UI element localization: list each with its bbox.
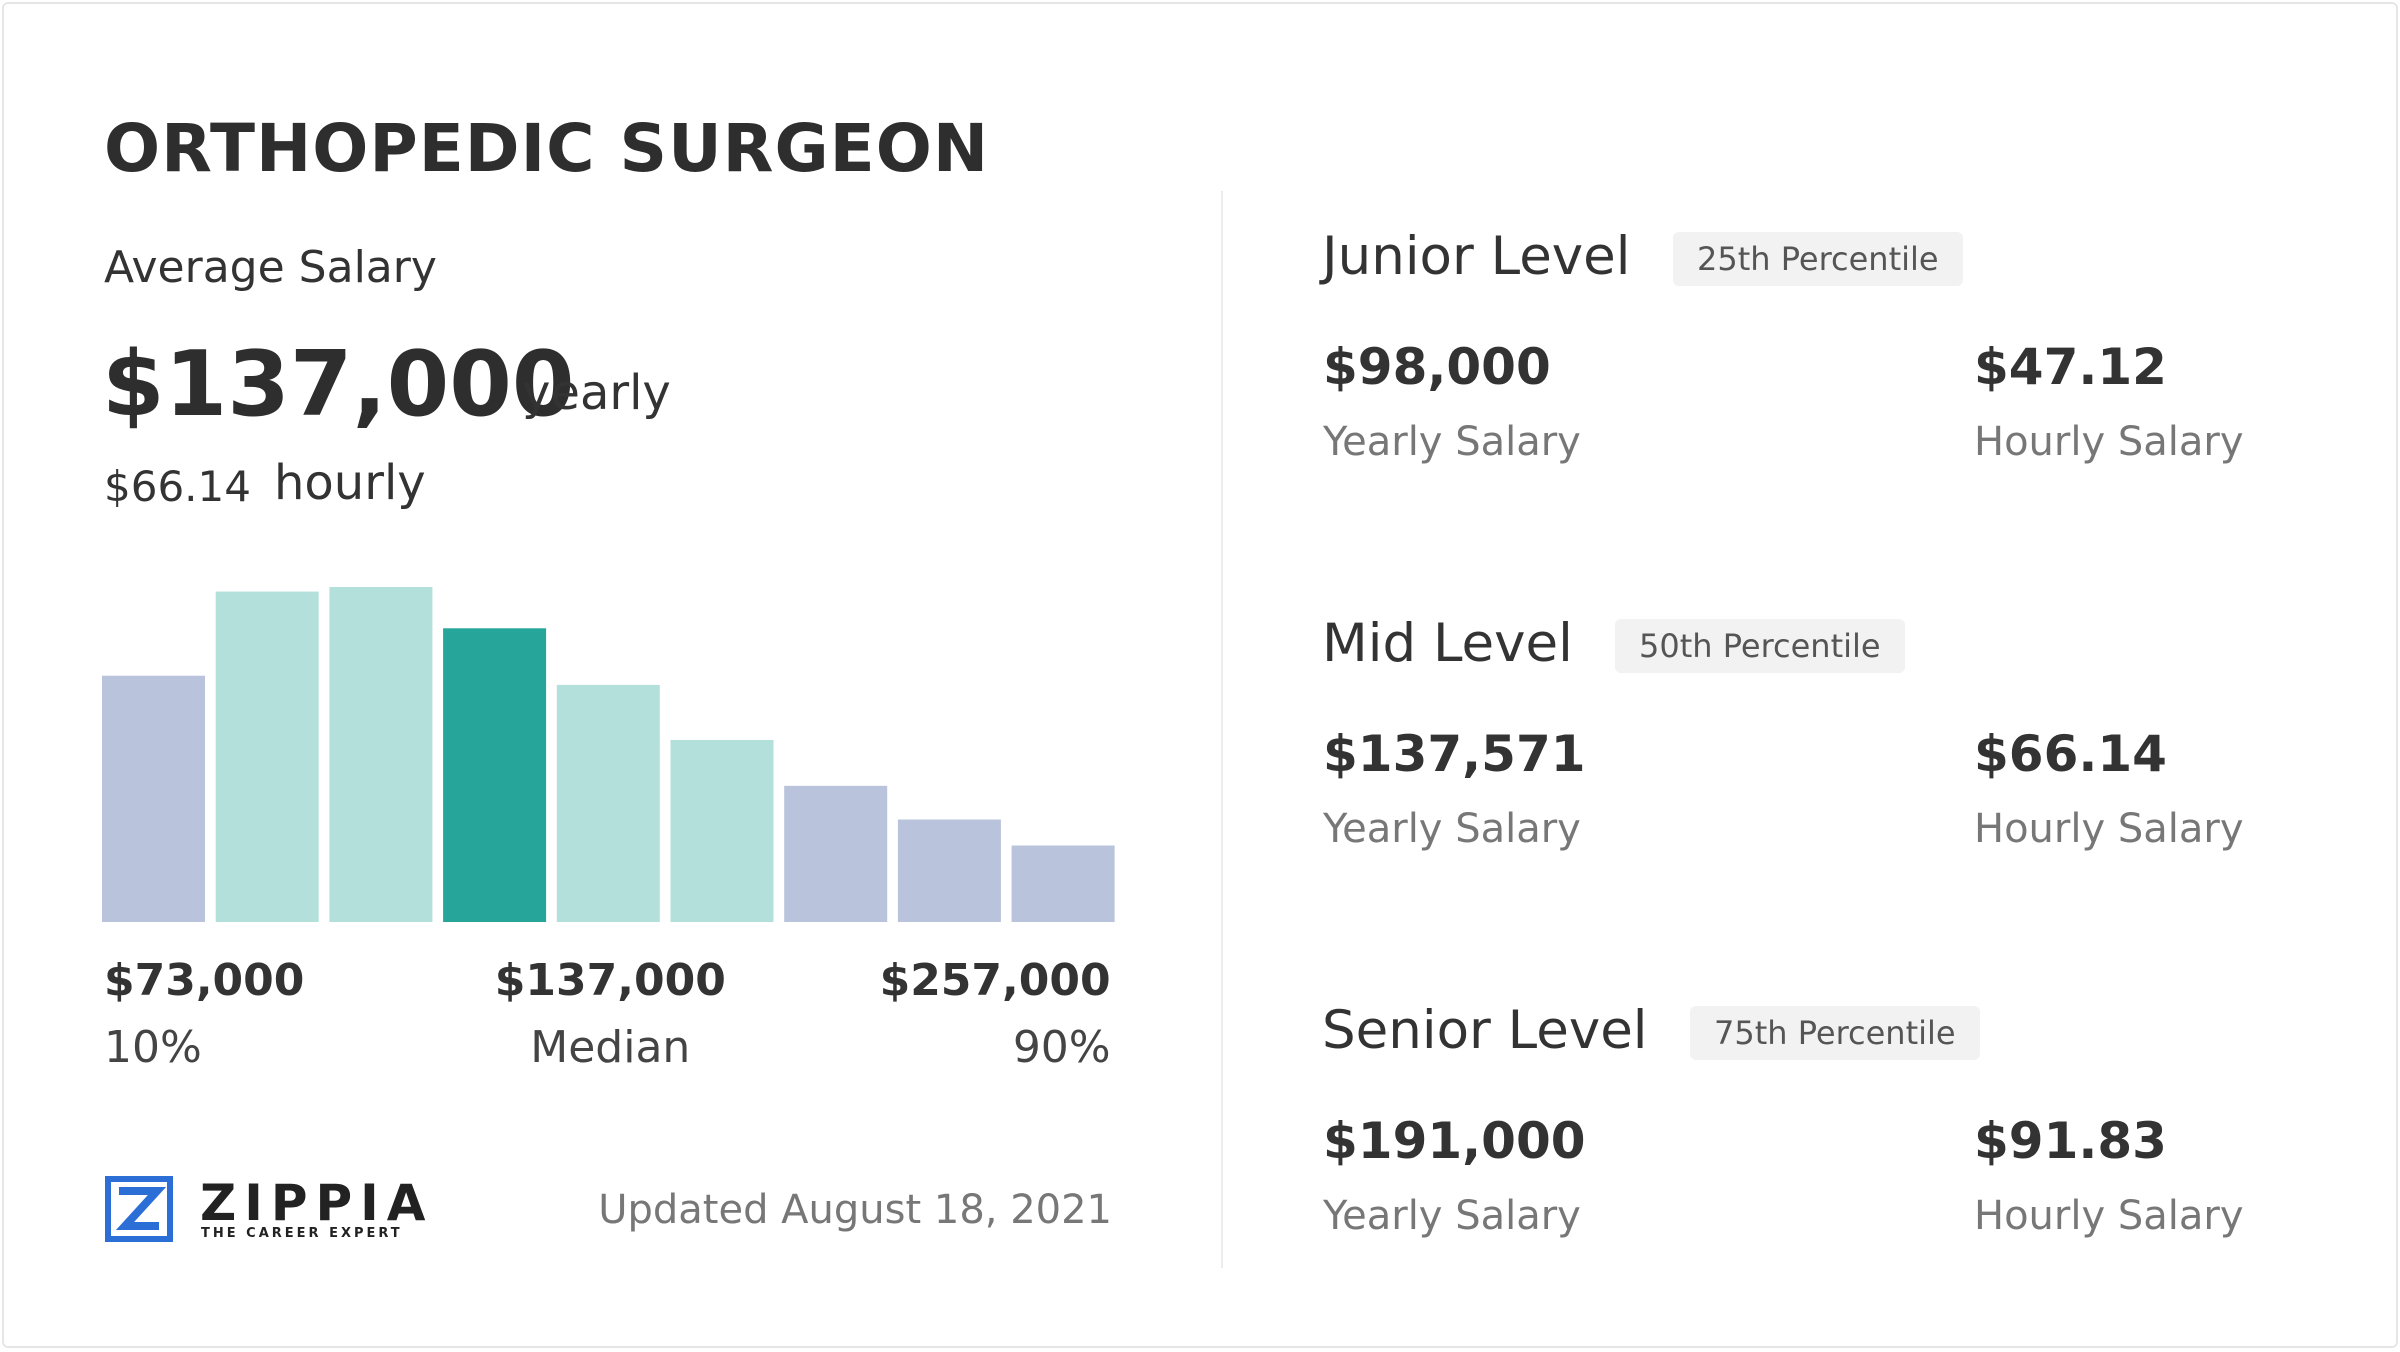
marker-amount: $257,000 [879, 955, 1111, 1006]
bar [102, 675, 205, 922]
hourly-label: Hourly Salary [1974, 419, 2244, 465]
level-title: Senior Level [1322, 1000, 1648, 1061]
marker-caption: 10% [104, 1022, 202, 1073]
yearly-unit: yearly [522, 365, 671, 421]
average-hourly: $66.14 [104, 462, 251, 511]
logo-text: ZIPPIA [200, 1174, 434, 1232]
yearly-salary: $98,000 [1323, 338, 1551, 396]
hourly-unit: hourly [274, 455, 426, 511]
percentile-badge: 25th Percentile [1673, 232, 1963, 286]
bar [897, 819, 1001, 922]
bar [443, 628, 547, 922]
logo-icon [105, 1176, 173, 1242]
yearly-label: Yearly Salary [1323, 1193, 1581, 1239]
updated-date: Updated August 18, 2021 [598, 1187, 1112, 1233]
yearly-salary: $191,000 [1323, 1112, 1586, 1170]
bar [1011, 845, 1115, 922]
average-yearly: $137,000 [102, 332, 575, 437]
bar [784, 785, 888, 922]
average-label: Average Salary [104, 242, 437, 293]
bar [215, 591, 319, 922]
marker-amount: $73,000 [104, 955, 305, 1006]
yearly-label: Yearly Salary [1323, 806, 1581, 852]
hourly-salary: $91.83 [1974, 1112, 2167, 1170]
hourly-salary: $66.14 [1974, 725, 2167, 783]
percentile-badge: 75th Percentile [1690, 1006, 1980, 1060]
marker-caption: Median [530, 1022, 691, 1073]
hourly-label: Hourly Salary [1974, 806, 2244, 852]
bar [556, 684, 660, 922]
yearly-label: Yearly Salary [1323, 419, 1581, 465]
hourly-salary: $47.12 [1974, 338, 2167, 396]
bar [670, 739, 774, 922]
divider [1221, 191, 1223, 1268]
logo-tagline: THE CAREER EXPERT [201, 1226, 403, 1241]
hourly-label: Hourly Salary [1974, 1193, 2244, 1239]
level-title: Mid Level [1322, 613, 1573, 674]
yearly-salary: $137,571 [1323, 725, 1586, 783]
bar [329, 587, 433, 922]
level-title: Junior Level [1322, 226, 1631, 287]
marker-caption: 90% [1012, 1022, 1111, 1073]
percentile-badge: 50th Percentile [1615, 619, 1905, 673]
job-title: ORTHOPEDIC SURGEON [104, 110, 990, 187]
marker-amount: $137,000 [494, 955, 726, 1006]
